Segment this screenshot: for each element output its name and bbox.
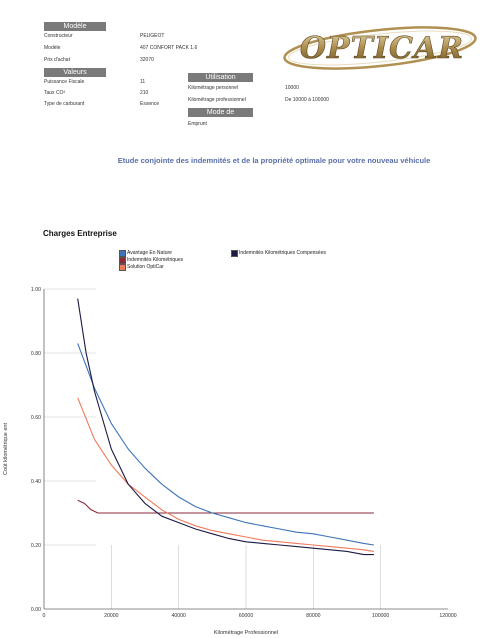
y-tick-label: 0.80 (31, 351, 41, 357)
x-tick-label: 60000 (239, 613, 254, 619)
puissance-value: 11 (140, 79, 146, 85)
financement-value: Emprunt (188, 121, 207, 127)
co2-value: 210 (140, 90, 149, 96)
logo-text: OPTICAR (300, 31, 464, 66)
km-perso-label: Kilométrage personnel (188, 85, 239, 91)
constructeur-value: PEUGEOT (140, 33, 165, 39)
financement-header: Mode de Financement (188, 108, 253, 125)
modele-value: 407 CONFORT PACK 1.6 (140, 45, 198, 51)
opticar-logo: OPTICAR (283, 26, 477, 70)
x-tick-label: 80000 (306, 613, 321, 619)
utilisation-header: Utilisation (188, 73, 253, 82)
legend-swatch-opticar (119, 264, 126, 271)
x-axis-label: Kilométrage Professionnel (214, 630, 278, 636)
y-tick-label: 0.40 (31, 479, 41, 485)
km-perso-value: 10000 (285, 85, 299, 91)
prix-value: 32070 (140, 57, 154, 63)
y-tick-label: 0.20 (31, 543, 41, 549)
legend-swatch-ikc (231, 250, 238, 257)
y-axis-label: Coût kilométrique ent (3, 423, 9, 475)
km-pro-label: Kilométrage professionnel (188, 97, 246, 103)
constructeur-label: Constructeur (44, 33, 73, 39)
y-tick-label: 0.60 (31, 415, 41, 421)
modele-header: Modèle (44, 22, 106, 31)
puissance-label: Puissance Fiscale (44, 79, 85, 85)
carburant-label: Type de carburant (44, 101, 85, 107)
y-tick-label: 1.00 (31, 287, 41, 293)
modele-label: Modèle (44, 45, 61, 51)
x-tick-label: 100000 (372, 613, 389, 619)
series-line-indemnit-s-kilom-triques-compens-es (77, 298, 374, 556)
series-line-avantage-en-nature (77, 343, 374, 546)
x-tick-label: 120000 (439, 613, 456, 619)
x-tick-label: 0 (43, 613, 46, 619)
co2-label: Taux CO² (44, 90, 66, 96)
valeurs-header: Valeurs (44, 68, 106, 77)
carburant-value: Essence (140, 101, 160, 107)
x-tick-label: 20000 (104, 613, 119, 619)
prix-label: Prix d'achat (44, 57, 70, 63)
legend-swatch-avantage (119, 250, 126, 257)
chart-title: Charges Entreprise (43, 229, 117, 238)
legend-label-ikc: Indemnités Kilométriques Compensées (239, 250, 326, 256)
series-line-solution-opticar (77, 397, 374, 552)
y-tick-label: 0.00 (31, 607, 41, 613)
legend-label-avantage: Avantage En Nature (127, 250, 172, 256)
km-pro-value: De 10000 à 100000 (285, 97, 329, 103)
legend-swatch-ik (119, 257, 126, 264)
legend-label-opticar: Solution OptiCar (127, 264, 164, 270)
x-tick-label: 40000 (171, 613, 186, 619)
legend-label-ik: Indemnités Kilométriques (127, 257, 184, 263)
series-line-indemnit-s-kilom-triques (77, 499, 374, 514)
study-title: Etude conjointe des indemnités et de la … (117, 156, 431, 165)
